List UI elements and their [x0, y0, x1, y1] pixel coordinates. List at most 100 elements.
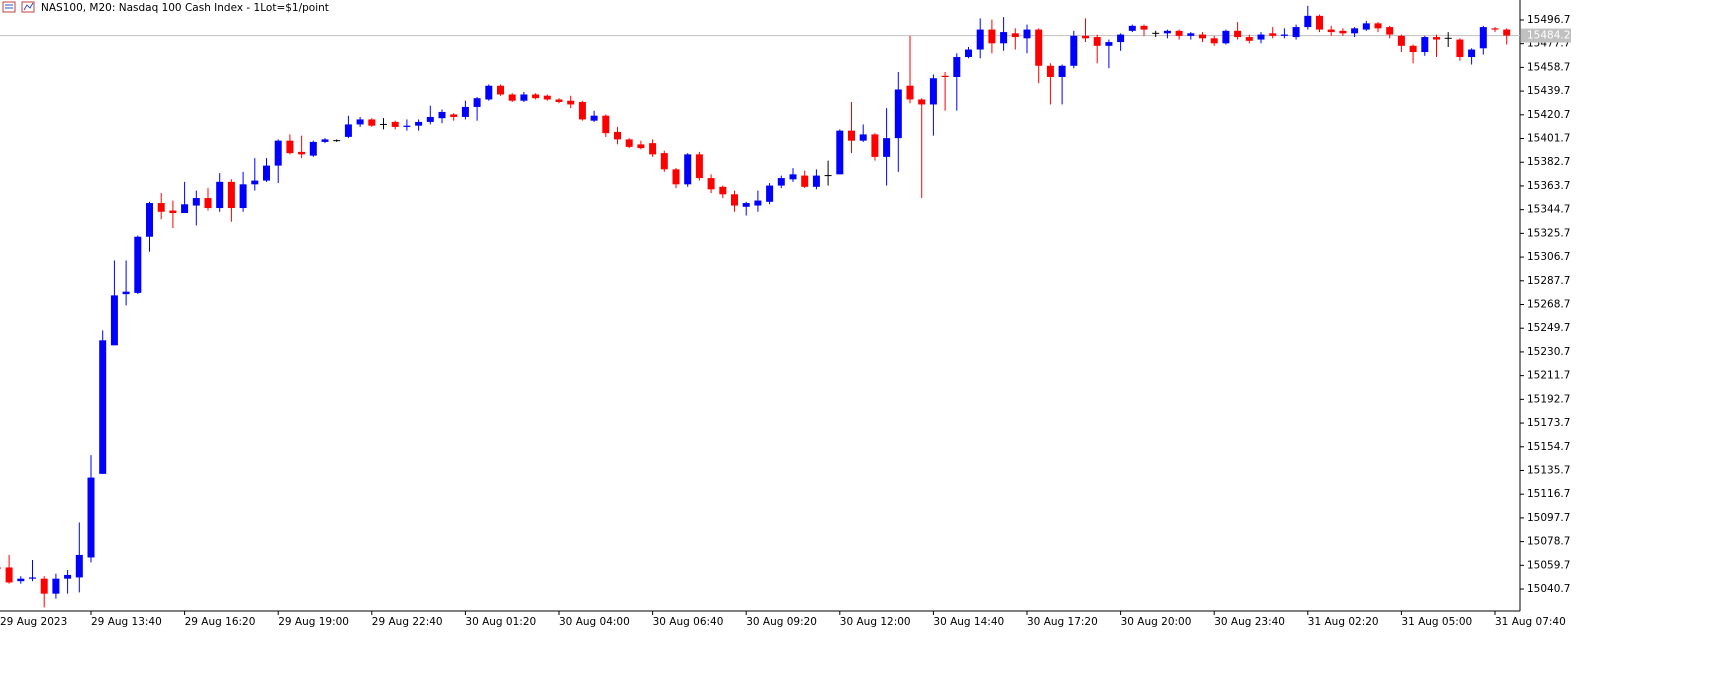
candle-body — [684, 154, 692, 185]
x-tick-label: 30 Aug 14:40 — [933, 616, 1004, 628]
last-price-box — [1521, 28, 1571, 43]
y-tick-label: 15439.7 — [1527, 85, 1570, 97]
y-tick-label: 15211.7 — [1527, 370, 1570, 382]
y-tick-label: 15363.7 — [1527, 180, 1570, 192]
candle-body — [520, 94, 528, 101]
candle-body — [1000, 32, 1008, 44]
x-tick-label: 31 Aug 07:40 — [1495, 616, 1566, 628]
candle-body — [1397, 35, 1405, 46]
candle-body — [17, 578, 25, 582]
icon — [23, 2, 34, 11]
candle-body — [1374, 23, 1382, 29]
candle-body — [1316, 15, 1323, 30]
y-tick-label: 15192.7 — [1527, 393, 1570, 405]
y-tick-label: 15040.7 — [1527, 583, 1570, 595]
candle-body — [941, 75, 949, 77]
y-tick-label: 15173.7 — [1527, 417, 1570, 429]
candle-body — [848, 130, 855, 141]
candle-body — [555, 99, 563, 102]
candle-body — [87, 477, 95, 558]
candle-body — [298, 151, 306, 155]
y-tick-label: 15420.7 — [1527, 109, 1570, 121]
candle-body — [157, 203, 165, 212]
y-tick-label: 15344.7 — [1527, 204, 1570, 216]
candle-body — [450, 114, 458, 117]
candle-body — [40, 578, 48, 594]
candle-body — [883, 138, 891, 157]
x-tick-label: 30 Aug 01:20 — [465, 616, 536, 628]
candle-body — [134, 236, 142, 293]
candle-body — [1128, 25, 1136, 31]
candle-body — [497, 85, 504, 95]
candle-body — [192, 198, 200, 206]
x-tick-label: 29 Aug 22:40 — [372, 616, 443, 628]
y-tick-label: 15287.7 — [1527, 275, 1570, 287]
candle-body — [1280, 34, 1288, 36]
candle-body — [1082, 35, 1089, 39]
candle-body — [871, 134, 879, 157]
candle-body — [988, 29, 996, 44]
y-tick-label: 15401.7 — [1527, 133, 1570, 145]
y-tick-label: 15154.7 — [1527, 441, 1570, 453]
candle-body — [614, 131, 621, 140]
candle-body — [274, 140, 282, 166]
candle-body — [1362, 23, 1370, 30]
candle-body — [75, 554, 83, 578]
candle-body — [1351, 28, 1359, 34]
candle-body — [415, 121, 423, 126]
candle-body — [391, 121, 399, 127]
y-tick-label: 15078.7 — [1527, 536, 1570, 548]
candle-body — [953, 57, 961, 77]
candle-body — [1023, 29, 1031, 39]
y-tick-label: 15268.7 — [1527, 299, 1570, 311]
y-tick-label: 15249.7 — [1527, 322, 1570, 334]
y-tick-label: 15496.7 — [1527, 14, 1570, 26]
y-tick-label: 15116.7 — [1527, 488, 1570, 500]
candle-body — [1187, 33, 1195, 36]
candle-body — [438, 111, 446, 119]
candle-body — [1035, 29, 1043, 66]
candle-body — [64, 574, 72, 579]
candle-body — [929, 78, 937, 105]
candle-body — [1339, 30, 1347, 34]
candle-body — [578, 101, 586, 120]
candle-body — [543, 95, 551, 100]
candle-body — [169, 210, 177, 214]
candle-body — [1210, 38, 1218, 44]
x-tick-label: 29 Aug 13:40 — [91, 616, 162, 628]
candle-body — [1093, 37, 1101, 46]
x-tick-label: 30 Aug 23:40 — [1214, 616, 1285, 628]
last-price-label: 15484.2 — [1527, 30, 1570, 42]
candle-body — [508, 94, 516, 101]
candle-body — [1421, 37, 1429, 53]
candle-body — [1222, 30, 1230, 44]
candle-body — [1491, 28, 1499, 30]
candle-body — [1117, 34, 1125, 43]
candle-body — [836, 130, 844, 175]
candle-body — [894, 89, 902, 139]
y-tick-label: 15458.7 — [1527, 61, 1570, 73]
candle-body — [789, 174, 797, 180]
x-tick-label: 31 Aug 02:20 — [1308, 616, 1379, 628]
candle-body — [672, 169, 680, 185]
candle-body — [403, 125, 411, 127]
x-tick-label: 30 Aug 20:00 — [1121, 616, 1192, 628]
candle-body — [1011, 33, 1019, 38]
candle-body — [1199, 34, 1206, 39]
candle-body — [110, 295, 118, 346]
candle-body — [590, 115, 598, 121]
y-tick-label: 15059.7 — [1527, 559, 1570, 571]
candle-body — [29, 577, 36, 579]
x-tick-label: 29 Aug 16:20 — [185, 616, 256, 628]
candle-body — [742, 203, 750, 207]
x-tick-label: 30 Aug 17:20 — [1027, 616, 1098, 628]
y-tick-label: 15097.7 — [1527, 512, 1570, 524]
candle-body — [1503, 29, 1511, 36]
candle-body — [1070, 35, 1078, 66]
candle-body — [906, 85, 914, 100]
chart-title: NAS100, M20: Nasdaq 100 Cash Index - 1Lo… — [41, 2, 329, 14]
candle-body — [1163, 30, 1171, 34]
x-tick-label: 31 Aug 05:00 — [1401, 616, 1472, 628]
candle-body — [1468, 49, 1476, 58]
